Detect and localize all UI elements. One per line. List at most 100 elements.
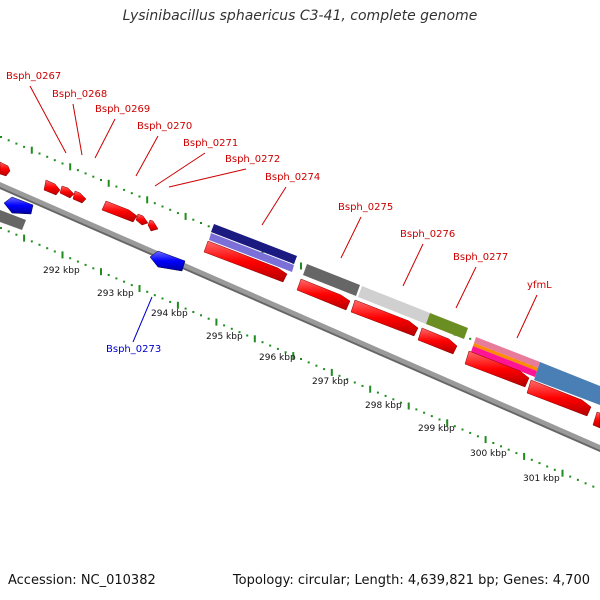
gc-tick [15,142,18,145]
gc-tick [253,335,256,343]
gc-tick [30,146,33,154]
backbone [0,182,600,452]
label-connector [135,135,159,177]
gc-tick [546,465,549,468]
label-connector [261,186,287,226]
gc-tick [530,458,533,461]
gc-tick [107,274,110,276]
gc-tick [353,381,356,384]
gene-bar-0274-top [211,224,297,264]
gene-label-bsph_0271: Bsph_0271 [183,138,238,149]
gc-tick [261,341,264,344]
cds-arrow [101,200,138,223]
gc-tick [576,478,579,481]
gc-tick [0,227,2,229]
gc-tick [53,250,56,253]
gc-tick [469,337,472,340]
gc-tick [184,212,187,220]
gene-bar-0274-mid [209,233,294,272]
gc-tick [469,431,472,434]
gc-tick [0,136,2,138]
gc-tick [53,159,56,162]
cds-arrow [59,185,75,199]
gc-tick [269,344,272,347]
cds-arrow [203,240,288,283]
cds-arrow [350,299,419,337]
gc-tick [7,139,10,142]
gc-tick [138,285,141,292]
gc-tick [76,169,79,172]
gc-tick [176,212,179,215]
gc-tick [46,155,49,158]
gc-tick [223,324,226,327]
label-connector [72,103,83,156]
gc-tick [400,401,402,404]
gene-label-bsph_0274: Bsph_0274 [265,172,320,183]
gc-tick [15,233,18,236]
gc-tick [492,442,495,444]
scale-label: 297 kbp [312,377,349,387]
gc-tick [415,408,418,411]
gc-tick [107,179,110,187]
gc-tick [146,290,149,293]
gc-tick [369,385,372,393]
gene-label-bsph_0275: Bsph_0275 [338,202,393,213]
gc-tick [300,358,302,360]
label-connector [94,118,116,159]
gc-tick [38,152,41,155]
gc-tick [484,436,487,444]
scale-label: 294 kbp [151,309,188,319]
label-connector [168,168,247,188]
gc-tick [538,462,541,465]
label-connector [516,294,538,339]
gc-tick [84,263,87,266]
gc-tick [592,485,595,488]
gc-tick [30,240,33,243]
gc-tick [207,225,210,228]
gc-tick [100,268,102,276]
scale-label: 300 kbp [470,449,507,459]
cds-arrow [135,213,149,226]
label-connector [154,152,206,187]
gc-tick [184,307,187,310]
gene-labels: Bsph_0267 Bsph_0268 Bsph_0269 Bsph_0270 Bsph… [6,71,552,355]
gc-tick [100,179,102,181]
forward-cds-arrows [0,161,600,429]
gc-tick [423,411,426,414]
gc-tick [123,280,126,283]
gc-tick [138,195,141,198]
cds-arrow [3,196,34,215]
gene-bar-0276-green [426,313,468,339]
gc-tick [153,202,156,205]
label-connector [455,266,477,309]
annotation-bars [0,210,600,405]
gc-tick [376,391,379,394]
gc-tick [207,317,210,320]
gene-bar-0275 [303,264,360,296]
gene-bar-0276-grey [358,286,430,324]
gc-tick [146,196,149,204]
gc-tick [76,260,79,263]
gc-tick [446,419,449,427]
gc-tick [292,352,295,360]
gc-tick [407,402,410,410]
gc-tick [176,301,179,309]
gc-tick [300,262,302,270]
gc-tick [392,398,395,401]
gc-tick [346,378,349,381]
gc-tick [553,468,556,471]
gc-tick [384,394,387,397]
gc-tick [230,327,233,330]
scale-labels: 292 kbp 293 kbp 294 kbp 295 kbp 296 kbp 297 k… [43,266,560,484]
scale-label: 299 kbp [418,424,455,434]
scale-label: 293 kbp [97,289,134,299]
gc-tick [61,162,64,165]
gene-bar-0277-top [474,337,540,368]
gc-tick [115,185,118,188]
gc-tick [92,267,95,270]
label-connector [340,216,362,259]
gene-label-bsph_0267: Bsph_0267 [6,71,61,82]
gc-tick [161,297,164,300]
cds-arrow [149,250,186,272]
gc-tick [69,257,72,260]
